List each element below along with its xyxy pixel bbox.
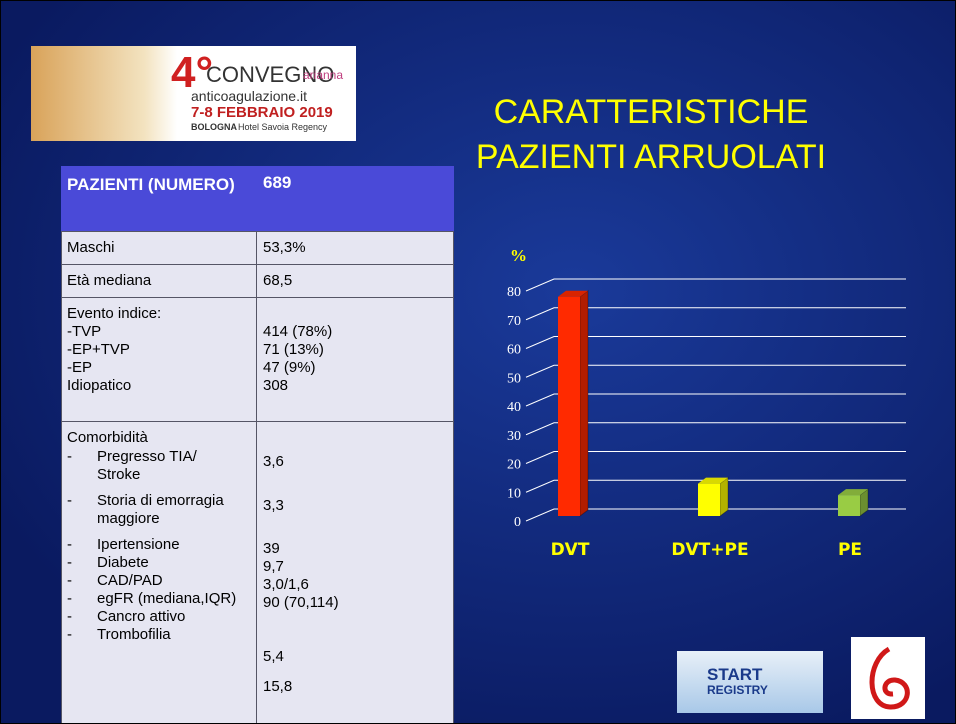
slide: 4° CONVEGNO anticoagulazione.it 7-8 FEBB… [0,0,956,724]
start-logo: START REGISTRY [677,651,823,713]
row-value: 3,6 [263,453,284,471]
x-tick-label: PE [838,540,862,560]
row-value: 71 (13%) [263,341,324,359]
bar [838,495,860,516]
bullet: - [67,554,72,572]
row-label: -EP+TVP [67,341,130,359]
bar-side [580,291,588,516]
title-line: CARATTERISTICHE [451,93,851,132]
y-tick-label: 40 [507,400,521,415]
logo-dates: 7-8 FEBBRAIO 2019 [191,104,333,121]
row-label: Pregresso TIA/ [97,448,197,466]
y-tick-label: 20 [507,458,521,473]
registry-text: REGISTRY [707,683,768,697]
table-divider [256,264,257,297]
row-label: Diabete [97,554,149,572]
y-axis-label: % [510,246,527,265]
row-value: 68,5 [263,272,292,290]
bullet: - [67,626,72,644]
bar [558,297,580,516]
row-value: 39 [263,540,280,558]
y-tick-label: 60 [507,343,521,358]
row-value: 3,0/1,6 [263,576,309,594]
row-label: Trombofilia [97,626,171,644]
x-tick-label: DVT+PE [671,540,748,560]
table-divider [256,297,257,421]
y-tick-label: 80 [507,285,521,300]
bullet: - [67,448,72,466]
chart: % 0 10 20 30 40 50 60 70 80 DVT DVT+PE PE [461,231,941,581]
table-divider [256,231,257,264]
row-value: 90 (70,114) [263,594,339,612]
title-line: PAZIENTI ARRUOLATI [431,138,871,177]
row-value: 53,3% [263,239,306,257]
bullet: - [67,590,72,608]
x-tick-label: DVT [551,540,590,560]
bar [698,484,720,516]
y-tick-label: 50 [507,371,521,386]
bullet: - [67,536,72,554]
row-label: Comorbidità [67,429,148,447]
row-value: 15,8 [263,678,292,696]
header-cell: PAZIENTI (NUMERO) [67,174,237,196]
table-divider [256,421,257,723]
bullet: - [67,572,72,590]
spiral-logo [851,637,925,719]
row-label: maggiore [97,510,160,528]
logo-venue: Hotel Savoia Regency [238,122,327,132]
grid-line [526,279,906,291]
y-tick-label: 0 [514,515,521,530]
table-row [61,231,454,265]
bullet: - [67,608,72,626]
y-tick-label: 30 [507,429,521,444]
logo-site: anticoagulazione.it [191,88,307,104]
row-value: 308 [263,377,288,395]
row-label: Stroke [97,466,140,484]
bar-side [720,478,728,516]
row-value: 414 (78%) [263,323,332,341]
row-label: egFR (mediana,IQR) [97,590,236,608]
y-tick-label: 70 [507,314,521,329]
logo: 4° CONVEGNO anticoagulazione.it 7-8 FEBB… [31,46,356,141]
row-label: Evento indice: [67,305,161,323]
row-value: 9,7 [263,558,284,576]
table: PAZIENTI (NUMERO) 689 Maschi 53,3% Età media… [61,166,454,723]
logo-city: BOLOGNA [191,122,237,132]
row-label: Età mediana [67,272,151,290]
row-label: -EP [67,359,92,377]
start-text: START [707,665,762,685]
row-value: 3,3 [263,497,284,515]
row-label: -TVP [67,323,101,341]
row-value: 5,4 [263,648,284,666]
row-value: 47 (9%) [263,359,316,377]
row-label: Cancro attivo [97,608,185,626]
logo-brand: arianna [303,68,343,82]
row-label: Maschi [67,239,115,257]
row-label: Ipertensione [97,536,180,554]
y-tick-label: 10 [507,486,521,501]
row-label: CAD/PAD [97,572,163,590]
row-label: Storia di emorragia [97,492,224,510]
row-label: Idiopatico [67,377,131,395]
header-cell: 689 [263,174,291,192]
bullet: - [67,492,72,510]
